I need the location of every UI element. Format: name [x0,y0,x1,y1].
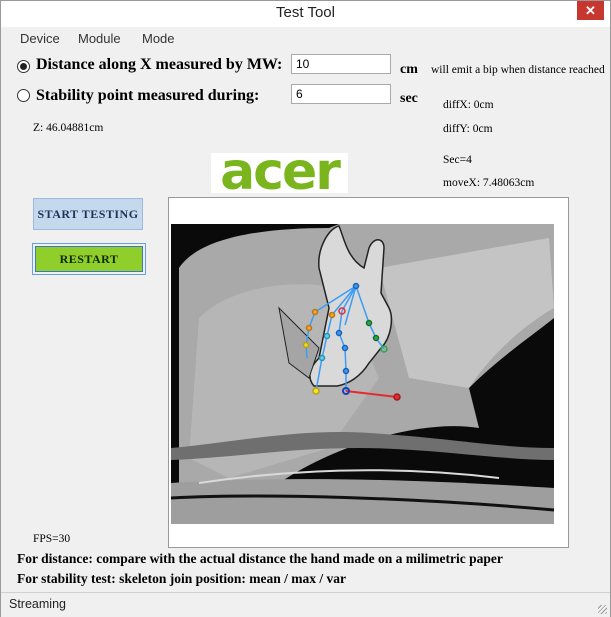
distance-unit: cm [400,62,418,77]
menu-device[interactable]: Device [20,31,60,46]
distance-label: Distance along X measured by MW: [36,56,283,73]
stability-unit: sec [400,91,418,106]
menu-mode[interactable]: Mode [142,31,175,46]
z-readout: Z: 46.04881cm [33,122,104,134]
stability-label: Stability point measured during: [36,87,260,104]
fps-readout: FPS=30 [33,533,71,545]
status-bar: Streaming [1,592,610,617]
stability-instruction: For stability test: skeleton join positi… [17,571,346,586]
diffx-readout: diffX: 0cm [443,99,494,111]
title-bar[interactable]: Test Tool ✕ [1,1,610,27]
status-text: Streaming [9,597,66,611]
movex-readout: moveX: 7.48063cm [443,177,535,189]
distance-radio[interactable] [17,60,30,73]
acer-logo: acer [211,142,348,202]
distance-instruction: For distance: compare with the actual di… [17,551,503,566]
stability-input[interactable] [291,84,391,104]
depth-camera-view [168,197,569,548]
window-title: Test Tool [276,4,335,21]
start-testing-button[interactable]: START TESTING [33,198,143,230]
resize-grip-icon[interactable] [598,605,607,614]
acer-logo-text: acer [220,142,341,202]
menu-module[interactable]: Module [78,31,121,46]
menu-bar: Device Module Mode [1,27,610,49]
close-button[interactable]: ✕ [577,1,604,20]
distance-note: will emit a bip when distance reached [431,64,605,76]
depth-image [169,198,566,545]
distance-input[interactable] [291,54,391,74]
stability-radio[interactable] [17,89,30,102]
restart-button[interactable]: RESTART [32,243,146,275]
sec-readout: Sec=4 [443,154,472,166]
diffy-readout: diffY: 0cm [443,123,493,135]
